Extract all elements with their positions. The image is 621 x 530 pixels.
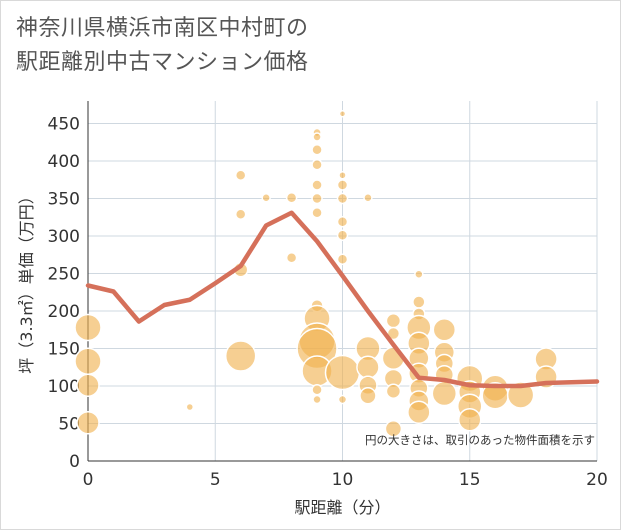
x-axis-title: 駅距離（分）: [294, 498, 390, 517]
data-bubble: [407, 400, 431, 424]
data-bubble: [506, 381, 535, 409]
data-bubble: [336, 216, 349, 228]
data-bubble: [336, 179, 349, 191]
data-bubble: [74, 347, 102, 375]
data-bubble: [311, 207, 323, 219]
data-bubble: [384, 420, 403, 438]
data-bubble: [285, 192, 298, 204]
chart-title-line2: 駅距離別中古マンション価格: [16, 50, 309, 75]
y-tick-label: 450: [48, 115, 80, 135]
data-bubble: [285, 252, 298, 264]
data-bubble: [311, 192, 323, 205]
average-price-line: [85, 210, 600, 389]
data-bubble: [324, 354, 361, 391]
data-bubble: [311, 384, 323, 396]
data-bubble: [338, 171, 347, 180]
data-bubble: [74, 313, 102, 342]
chart-title-line1: 神奈川県横浜市南区中村町の: [16, 16, 309, 41]
x-tick-label: 20: [586, 470, 608, 490]
data-bubble: [356, 355, 380, 379]
data-bubble: [311, 159, 323, 171]
size-note: 円の大きさは、取引のあった物件面積を示す: [365, 433, 595, 447]
y-tick-label: 350: [48, 190, 80, 210]
data-bubble: [336, 229, 349, 241]
y-axis-title: 坪（3.3㎡）単価（万円）: [17, 188, 36, 373]
data-bubble: [385, 313, 402, 329]
y-tick-label: 100: [48, 377, 80, 397]
data-bubble: [261, 193, 271, 203]
y-tick-label: 0: [69, 452, 80, 472]
data-bubble: [76, 411, 100, 435]
data-bubble: [431, 380, 458, 407]
data-bubble: [414, 269, 424, 279]
data-bubble: [458, 408, 482, 432]
data-bubble: [311, 179, 323, 191]
data-bubble: [359, 387, 377, 405]
data-bubble: [311, 144, 323, 156]
data-bubble: [312, 132, 322, 142]
data-bubble: [185, 402, 195, 412]
x-tick-label: 15: [459, 470, 481, 490]
data-bubble: [76, 373, 100, 397]
data-bubble: [336, 253, 349, 265]
y-tick-label: 200: [48, 302, 80, 322]
y-tick-label: 150: [48, 340, 80, 360]
data-bubble: [385, 383, 402, 399]
y-tick-label: 50: [58, 415, 80, 435]
data-bubble: [337, 394, 348, 405]
data-bubble: [224, 340, 257, 372]
data-bubble: [363, 193, 373, 203]
data-bubble: [412, 295, 426, 309]
chart-title: 神奈川県横浜市南区中村町の 駅距離別中古マンション価格: [16, 12, 309, 80]
data-bubble: [338, 110, 347, 118]
y-tick-label: 400: [48, 152, 80, 172]
x-tick-label: 0: [83, 470, 94, 490]
data-bubble: [234, 169, 247, 181]
x-tick-label: 5: [210, 470, 221, 490]
data-bubble: [312, 394, 322, 405]
y-tick-label: 250: [48, 265, 80, 285]
data-bubble: [234, 208, 247, 220]
data-bubble: [432, 318, 457, 342]
x-tick-label: 10: [332, 470, 354, 490]
data-bubble: [336, 192, 349, 205]
y-tick-label: 300: [48, 227, 80, 247]
